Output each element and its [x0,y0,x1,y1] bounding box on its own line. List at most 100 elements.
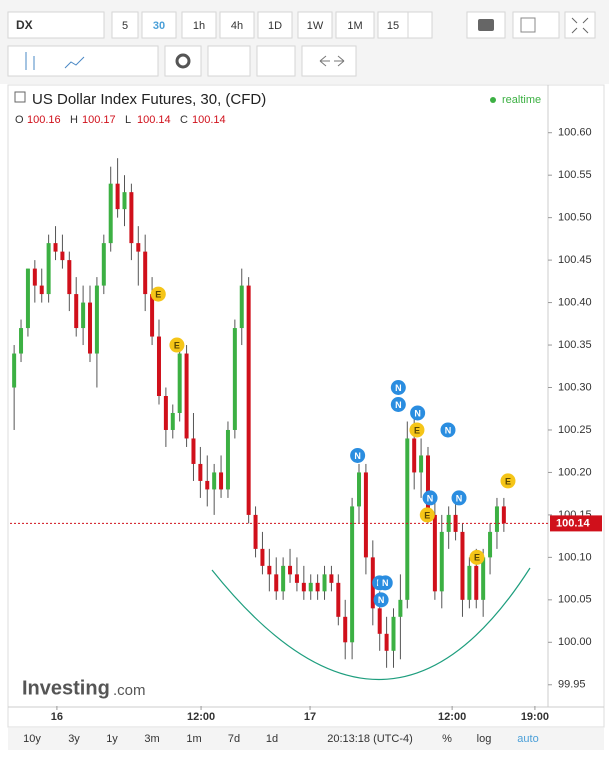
event-label: N [456,493,463,503]
fullscreen-button[interactable] [564,11,596,39]
y-tick-label: 100.00 [558,636,592,648]
event-label: E [174,340,180,350]
symbol-box[interactable] [7,11,105,39]
candle-body [184,353,189,439]
candle-body [363,472,368,558]
interval-dropdown[interactable] [407,11,433,39]
candle-body [177,353,182,413]
candle-body [425,455,430,515]
range-button[interactable]: 3y [68,733,80,745]
compare-button[interactable] [256,45,296,77]
candle-body [129,192,134,244]
scale-option[interactable]: % [442,733,452,745]
chart-type-group[interactable] [7,45,159,77]
event-marker[interactable] [409,422,425,438]
event-marker[interactable] [410,405,426,421]
candle-body [467,565,472,600]
range-button[interactable]: 1y [106,733,118,745]
candle-body [405,438,410,600]
indicators-button[interactable] [207,45,251,77]
camera-icon [478,19,494,31]
range-button[interactable]: 10y [23,733,41,745]
candle-body [446,514,451,532]
y-tick-label: 100.35 [558,339,592,351]
y-tick-label: 100.40 [558,296,592,308]
candle-body [94,285,99,354]
candle-body [419,455,424,473]
interval-button[interactable] [297,11,333,39]
candle-body [88,302,93,354]
event-marker[interactable] [419,507,435,523]
event-marker[interactable] [350,447,366,463]
interval-label: 1W [307,20,324,32]
candle-body [191,438,196,464]
candle-body [412,438,417,473]
event-marker[interactable] [422,490,438,506]
interval-button[interactable] [111,11,139,39]
candle-body [198,463,203,481]
event-marker[interactable] [373,592,389,608]
event-label: N [427,493,434,503]
candle-body [267,565,272,575]
last-price-box [550,515,602,532]
range-button[interactable]: 1m [186,733,201,745]
candle-body [253,514,258,549]
candle-body [357,472,362,507]
y-tick-label: 100.50 [558,212,592,224]
candle-body [288,565,293,575]
settings-button[interactable] [164,45,202,77]
event-label: E [414,425,420,435]
range-button[interactable]: 7d [228,733,240,745]
candle-body [25,268,30,329]
clock: 20:13:18 (UTC-4) [327,733,413,745]
scale-option[interactable]: log [477,733,492,745]
candle-body [260,548,265,566]
event-marker[interactable] [451,490,467,506]
interval-label: 1M [347,20,362,32]
event-marker[interactable] [440,422,456,438]
candle-body [239,285,244,329]
candle-body [122,192,127,210]
candle-body [81,302,86,329]
event-marker[interactable] [377,575,393,591]
ohlc-value: 100.14 [137,114,171,126]
event-marker[interactable] [390,380,406,396]
event-label: N [414,408,421,418]
candle-body [481,557,486,600]
status-dot [490,97,496,103]
event-marker[interactable] [150,286,166,302]
range-button[interactable]: 1d [266,733,278,745]
candle-body [336,582,341,617]
candle-body [205,480,210,490]
candle-body [53,243,58,252]
logo-suffix: .com [113,682,146,699]
candle-body [246,285,251,515]
event-label: N [382,578,389,588]
interval-button[interactable] [181,11,217,39]
event-label: N [445,425,452,435]
event-marker[interactable] [169,337,185,353]
interval-button[interactable] [377,11,409,39]
candle-body [39,285,44,295]
interval-label: 1h [193,20,205,32]
x-tick-label: 16 [51,711,63,723]
interval-button[interactable] [335,11,375,39]
scale-option[interactable]: auto [517,733,538,745]
candle-body [315,582,320,592]
event-marker[interactable] [390,396,406,412]
range-button[interactable]: 3m [144,733,159,745]
interval-label: 4h [231,20,243,32]
interval-button[interactable] [257,11,293,39]
event-marker[interactable] [500,473,516,489]
interval-button[interactable] [219,11,255,39]
ohlc-label: H [70,114,78,126]
ohlc-value: 100.16 [27,114,61,126]
style-button[interactable] [512,11,560,39]
collapse-icon[interactable] [14,91,26,103]
interval-button[interactable] [141,11,177,39]
ohlc-label: L [125,114,131,126]
candle-body [32,268,37,286]
event-marker[interactable] [469,549,485,565]
ohlc-value: 100.17 [82,114,116,126]
